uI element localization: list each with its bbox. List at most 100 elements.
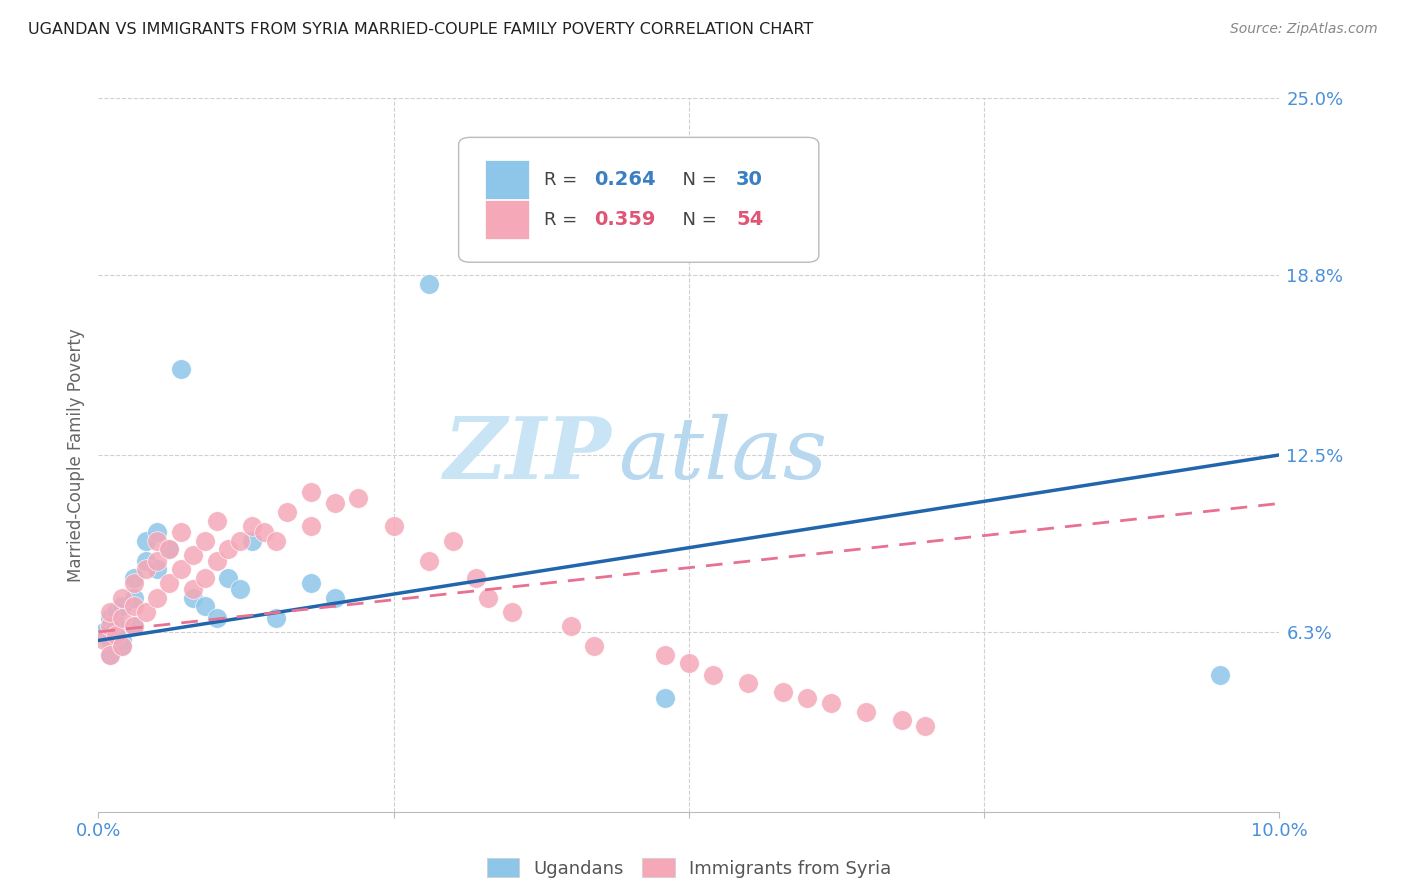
Point xyxy=(229,582,252,596)
Point xyxy=(122,591,145,605)
Point xyxy=(181,591,204,605)
Point xyxy=(276,505,298,519)
Point xyxy=(98,619,121,633)
Point xyxy=(654,648,676,662)
Point xyxy=(855,705,877,719)
Point xyxy=(111,591,134,605)
Point xyxy=(323,591,346,605)
Point xyxy=(122,571,145,585)
Point xyxy=(205,553,228,567)
Point xyxy=(205,610,228,624)
Point xyxy=(146,562,169,576)
Point xyxy=(146,553,169,567)
Point xyxy=(146,524,169,539)
Point xyxy=(772,685,794,699)
Point xyxy=(560,619,582,633)
FancyBboxPatch shape xyxy=(485,200,530,239)
Text: 0.359: 0.359 xyxy=(595,211,655,229)
Point xyxy=(299,576,322,591)
Point xyxy=(93,624,115,639)
Point xyxy=(105,619,128,633)
Point xyxy=(264,533,287,548)
Point xyxy=(122,576,145,591)
Point xyxy=(194,599,217,614)
Point xyxy=(217,571,239,585)
Point xyxy=(135,562,157,576)
Point xyxy=(501,605,523,619)
Point xyxy=(122,619,145,633)
Point xyxy=(135,553,157,567)
Point xyxy=(157,542,180,557)
Point xyxy=(181,582,204,596)
Text: N =: N = xyxy=(671,171,723,189)
FancyBboxPatch shape xyxy=(485,161,530,200)
Text: ZIP: ZIP xyxy=(444,413,612,497)
Point xyxy=(914,719,936,733)
Text: UGANDAN VS IMMIGRANTS FROM SYRIA MARRIED-COUPLE FAMILY POVERTY CORRELATION CHART: UGANDAN VS IMMIGRANTS FROM SYRIA MARRIED… xyxy=(28,22,813,37)
Text: R =: R = xyxy=(544,211,582,228)
Point xyxy=(135,533,157,548)
Point xyxy=(122,619,145,633)
Point xyxy=(105,605,128,619)
Point xyxy=(135,605,157,619)
Point xyxy=(98,605,121,619)
Point xyxy=(323,496,346,510)
Point xyxy=(146,591,169,605)
Point xyxy=(111,633,134,648)
Text: R =: R = xyxy=(544,171,582,189)
Point xyxy=(111,610,134,624)
Point xyxy=(654,690,676,705)
Point xyxy=(105,628,128,642)
Point xyxy=(98,633,121,648)
Point xyxy=(93,633,115,648)
Point xyxy=(194,571,217,585)
Text: 30: 30 xyxy=(737,170,763,189)
Point xyxy=(382,519,405,533)
Text: 54: 54 xyxy=(737,211,763,229)
Text: 0.264: 0.264 xyxy=(595,170,657,189)
Point xyxy=(98,648,121,662)
Point xyxy=(1209,667,1232,681)
Point xyxy=(146,533,169,548)
Point xyxy=(796,690,818,705)
Point xyxy=(181,548,204,562)
Point xyxy=(122,599,145,614)
Point xyxy=(418,277,440,291)
Point xyxy=(111,639,134,653)
Point xyxy=(678,657,700,671)
Point xyxy=(299,519,322,533)
Point xyxy=(157,576,180,591)
Point xyxy=(240,533,263,548)
Text: N =: N = xyxy=(671,211,723,228)
Point xyxy=(890,714,912,728)
Point xyxy=(229,533,252,548)
Point xyxy=(418,553,440,567)
Text: atlas: atlas xyxy=(619,414,827,496)
Point xyxy=(170,524,193,539)
Point xyxy=(157,542,180,557)
Point xyxy=(240,519,263,533)
Point xyxy=(465,571,488,585)
Point xyxy=(253,524,276,539)
Point xyxy=(194,533,217,548)
Point xyxy=(583,639,606,653)
Point xyxy=(217,542,239,557)
Point xyxy=(299,485,322,500)
Point xyxy=(170,562,193,576)
Point xyxy=(702,667,724,681)
Point xyxy=(820,696,842,710)
Point xyxy=(111,639,134,653)
Point xyxy=(98,648,121,662)
Legend: Ugandans, Immigrants from Syria: Ugandans, Immigrants from Syria xyxy=(479,851,898,885)
Point xyxy=(170,362,193,376)
Point xyxy=(737,676,759,690)
Point xyxy=(477,591,499,605)
Point xyxy=(98,610,121,624)
Point xyxy=(347,491,370,505)
Point xyxy=(264,610,287,624)
Y-axis label: Married-Couple Family Poverty: Married-Couple Family Poverty xyxy=(66,328,84,582)
Point xyxy=(111,599,134,614)
Text: Source: ZipAtlas.com: Source: ZipAtlas.com xyxy=(1230,22,1378,37)
Point xyxy=(205,514,228,528)
FancyBboxPatch shape xyxy=(458,137,818,262)
